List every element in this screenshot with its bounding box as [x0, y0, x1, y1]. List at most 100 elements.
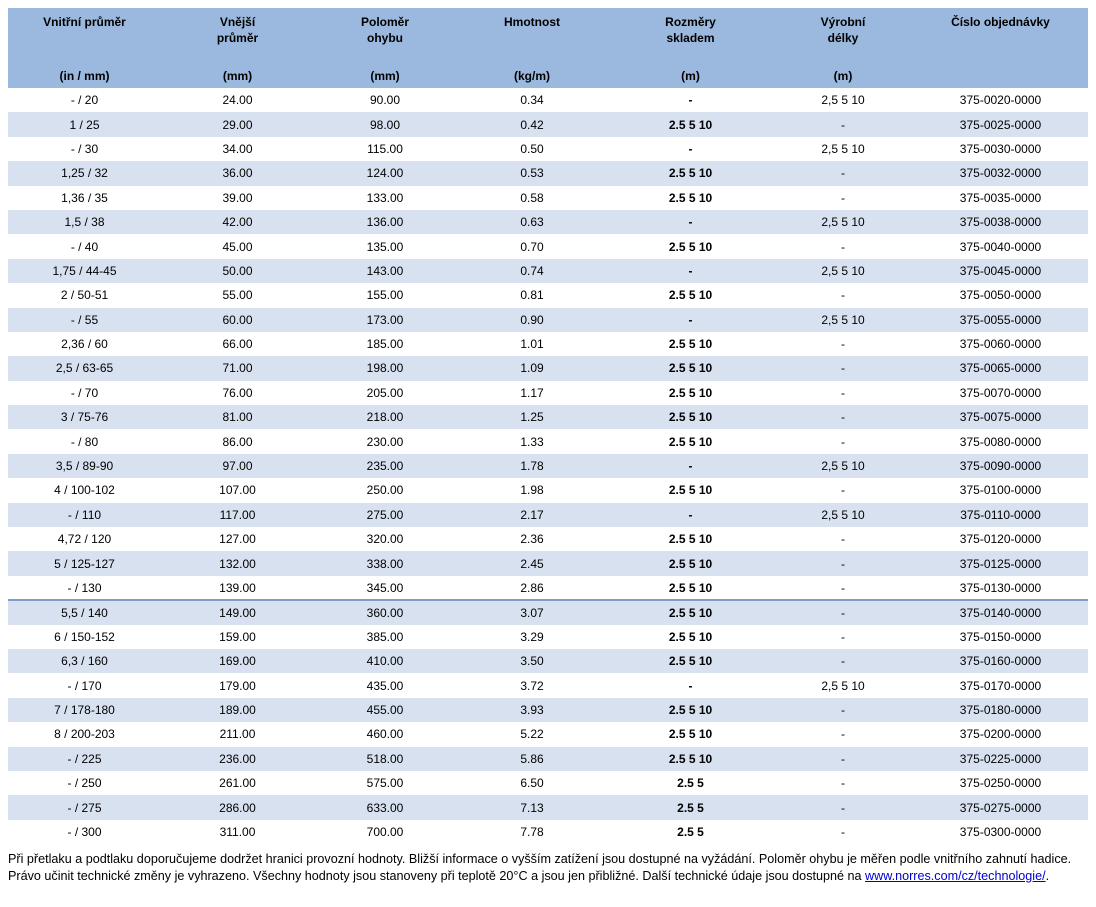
table-cell: 39.00	[161, 185, 314, 210]
table-cell: - / 55	[8, 307, 161, 332]
column-label: Vnější průměr	[216, 15, 259, 45]
table-cell: -	[773, 527, 913, 552]
table-cell: 2.5 5 10	[608, 624, 773, 649]
table-cell: -	[773, 795, 913, 820]
table-cell: 2,5 5 10	[773, 453, 913, 479]
table-cell: 2.5 5 10	[608, 551, 773, 576]
table-cell: 375-0040-0000	[913, 234, 1088, 259]
table-cell: 3.07	[456, 599, 608, 625]
table-cell: 2,5 5 10	[773, 88, 913, 113]
table-cell: -	[773, 380, 913, 406]
table-cell: 375-0120-0000	[913, 527, 1088, 552]
table-cell: 2,5 5 10	[773, 307, 913, 332]
table-cell: 24.00	[161, 88, 314, 113]
table-cell: -	[608, 88, 773, 113]
table-cell: -	[773, 819, 913, 845]
column-header-weight: Hmotnost (kg/m)	[456, 8, 608, 88]
table-cell: 235.00	[314, 453, 456, 479]
table-cell: -	[608, 453, 773, 479]
table-cell: 155.00	[314, 283, 456, 308]
table-cell: 205.00	[314, 380, 456, 406]
table-cell: 2.5 5 10	[608, 380, 773, 406]
table-cell: 375-0160-0000	[913, 648, 1088, 674]
table-cell: -	[773, 746, 913, 771]
table-cell: 3.72	[456, 673, 608, 698]
table-cell: - / 170	[8, 673, 161, 698]
table-cell: 7.13	[456, 795, 608, 820]
technology-link[interactable]: www.norres.com/cz/technologie/	[865, 868, 1046, 883]
table-cell: 81.00	[161, 405, 314, 430]
table-cell: 29.00	[161, 112, 314, 137]
table-cell: - / 250	[8, 770, 161, 796]
table-cell: 311.00	[161, 819, 314, 845]
table-cell: 375-0070-0000	[913, 380, 1088, 406]
table-body: - / 20 24.00 90.00 0.34-2,5 5 10 375-0020-00…	[8, 88, 1088, 845]
table-cell: 275.00	[314, 502, 456, 528]
table-cell: 2.5 5 10	[608, 527, 773, 552]
table-cell: 1 / 25	[8, 112, 161, 137]
table-cell: 136.00	[314, 209, 456, 235]
table-cell: 45.00	[161, 234, 314, 259]
table-cell: 2.5 5 10	[608, 185, 773, 210]
table-cell: 159.00	[161, 624, 314, 649]
table-row: 2,5 / 63-65 71.00 198.00 1.09 2.5 5 10-375-0…	[8, 356, 1088, 381]
table-cell: 2.5 5 10	[608, 746, 773, 771]
table-cell: 185.00	[314, 331, 456, 357]
table-cell: 375-0100-0000	[913, 478, 1088, 503]
table-cell: 375-0130-0000	[913, 575, 1088, 601]
table-row: - / 275 286.00 633.00 7.13 2.5 5-375-0275-00…	[8, 795, 1088, 820]
table-cell: 189.00	[161, 697, 314, 723]
table-row: 4 / 100-102 107.00 250.00 1.98 2.5 5 10-375-…	[8, 478, 1088, 503]
table-cell: 2.5 5	[608, 770, 773, 796]
table-cell: 385.00	[314, 624, 456, 649]
column-header-order-number: Číslo objednávky	[913, 8, 1088, 88]
table-cell: 360.00	[314, 599, 456, 625]
column-label: Výrobní délky	[820, 15, 866, 45]
table-cell: 42.00	[161, 209, 314, 235]
table-cell: 2.5 5 10	[608, 331, 773, 357]
table-row: - / 170 179.00 435.00 3.72-2,5 5 10 375-0170…	[8, 673, 1088, 698]
table-cell: 3,5 / 89-90	[8, 453, 161, 479]
table-cell: 6,3 / 160	[8, 648, 161, 674]
table-cell: -	[773, 722, 913, 747]
column-header-inner-diameter: Vnitřní průměr (in / mm)	[8, 8, 161, 88]
table-cell: -	[773, 478, 913, 503]
table-cell: 7 / 178-180	[8, 697, 161, 723]
table-cell: 2.17	[456, 502, 608, 528]
table-cell: 211.00	[161, 722, 314, 747]
table-cell: - / 20	[8, 88, 161, 113]
column-unit: (m)	[833, 69, 853, 83]
table-cell: 250.00	[314, 478, 456, 503]
table-cell: -	[773, 112, 913, 137]
table-cell: 2.5 5 10	[608, 648, 773, 674]
footer-suffix: .	[1045, 868, 1050, 883]
table-cell: 375-0065-0000	[913, 356, 1088, 381]
table-cell: 2.5 5	[608, 795, 773, 820]
table-cell: 0.74	[456, 258, 608, 284]
table-row: 1,75 / 44-45 50.00 143.00 0.74-2,5 5 10 375-…	[8, 258, 1088, 284]
table-cell: 117.00	[161, 502, 314, 528]
table-cell: 133.00	[314, 185, 456, 210]
table-row: 8 / 200-203 211.00 460.00 5.22 2.5 5 10-375-…	[8, 722, 1088, 747]
table-cell: -	[773, 624, 913, 649]
table-cell: 455.00	[314, 697, 456, 723]
table-cell: 6.50	[456, 770, 608, 796]
table-cell: 375-0225-0000	[913, 746, 1088, 771]
table-cell: 375-0030-0000	[913, 136, 1088, 162]
table-cell: 700.00	[314, 819, 456, 845]
table-header: Vnitřní průměr (in / mm) Vnější průměr (…	[8, 8, 1088, 88]
table-cell: 132.00	[161, 551, 314, 576]
table-cell: 71.00	[161, 356, 314, 381]
table-cell: 375-0110-0000	[913, 502, 1088, 528]
table-row: - / 20 24.00 90.00 0.34-2,5 5 10 375-0020-00…	[8, 88, 1088, 113]
table-cell: 633.00	[314, 795, 456, 820]
table-cell: 0.70	[456, 234, 608, 259]
table-cell: 90.00	[314, 88, 456, 113]
column-unit: (in / mm)	[59, 69, 110, 83]
table-row: 6,3 / 160 169.00 410.00 3.50 2.5 5 10-375-01…	[8, 648, 1088, 674]
table-cell: 0.50	[456, 136, 608, 162]
table-cell: -	[608, 136, 773, 162]
table-cell: 98.00	[314, 112, 456, 137]
table-cell: 2.5 5 10	[608, 283, 773, 308]
